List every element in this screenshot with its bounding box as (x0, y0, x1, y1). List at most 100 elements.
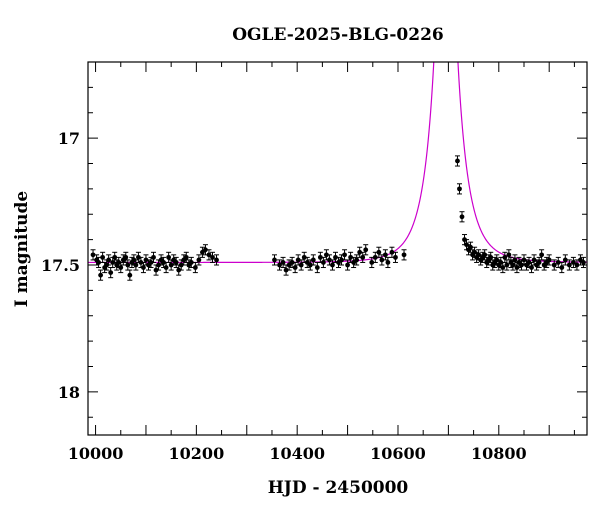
point-marker (330, 262, 335, 268)
axes: 10000 10200 10400 10600 10800 17 17.5 18 (41, 61, 588, 463)
point-marker (369, 260, 375, 265)
point-marker (96, 260, 101, 265)
data-point (178, 259, 184, 271)
point-marker (112, 254, 118, 260)
point-marker (570, 260, 576, 265)
data-point (133, 259, 139, 271)
data-point (148, 256, 154, 269)
data-point (376, 246, 382, 258)
point-marker (459, 214, 465, 220)
point-marker (272, 257, 277, 263)
point-marker (581, 260, 586, 265)
data-point (329, 259, 335, 271)
data-point (298, 259, 304, 271)
point-marker (327, 257, 332, 263)
point-marker (519, 262, 524, 268)
point-marker (125, 262, 131, 268)
data-point (456, 183, 462, 195)
point-marker (307, 262, 313, 268)
data-point (512, 254, 518, 266)
data-point (342, 249, 348, 261)
data-point (140, 261, 146, 274)
point-marker (401, 252, 407, 258)
data-point (166, 251, 172, 263)
point-marker (143, 257, 149, 263)
point-marker (529, 265, 534, 270)
point-marker (482, 252, 488, 258)
data-point (574, 259, 580, 271)
data-point (283, 264, 289, 276)
point-marker (196, 257, 202, 263)
data-point (310, 254, 316, 266)
point-marker (320, 260, 326, 265)
point-marker (536, 260, 542, 265)
point-marker (127, 272, 133, 278)
point-marker (214, 257, 219, 263)
point-marker (457, 186, 462, 192)
point-marker (168, 262, 174, 268)
data-point (541, 259, 547, 271)
point-marker (393, 254, 398, 260)
point-marker (488, 254, 494, 260)
data-point (518, 259, 524, 271)
point-marker (555, 260, 561, 265)
data-point (454, 155, 460, 167)
point-marker (526, 260, 532, 265)
model-curve (88, 62, 587, 264)
point-marker (98, 272, 104, 278)
data-point (546, 254, 552, 266)
point-marker (333, 254, 338, 260)
data-point (392, 251, 398, 263)
point-marker (108, 270, 114, 276)
point-marker (385, 260, 391, 265)
data-point (529, 261, 535, 274)
point-marker (502, 254, 508, 260)
data-point (459, 211, 465, 223)
point-marker (345, 262, 350, 268)
data-point (354, 254, 360, 266)
point-marker (455, 158, 460, 164)
point-marker (379, 257, 385, 263)
y-tick-label: 18 (58, 383, 80, 402)
point-marker (324, 252, 329, 258)
point-marker (342, 252, 347, 258)
point-marker (133, 262, 139, 268)
plot-area (88, 62, 587, 281)
data-point (551, 259, 557, 271)
data-point (161, 256, 167, 269)
data-point (401, 249, 407, 261)
data-point (482, 249, 488, 261)
point-marker (289, 260, 295, 265)
point-marker (363, 247, 369, 253)
x-tick-label: 10400 (269, 444, 325, 463)
data-point (295, 254, 301, 266)
point-marker (148, 260, 154, 265)
point-marker (295, 257, 301, 263)
data-point (539, 249, 545, 261)
point-marker (298, 262, 304, 268)
point-marker (206, 252, 212, 258)
data-point (271, 254, 277, 266)
x-tick-label: 10200 (169, 444, 225, 463)
data-point (192, 261, 198, 274)
point-marker (118, 265, 124, 270)
point-marker (512, 257, 518, 263)
point-marker (500, 265, 506, 270)
point-marker (192, 265, 198, 270)
data-point (336, 256, 342, 269)
point-marker (376, 249, 382, 255)
x-tick-label: 10800 (471, 444, 527, 463)
data-point (357, 246, 363, 258)
data-point (96, 256, 102, 269)
point-marker (173, 260, 179, 265)
point-marker (539, 252, 545, 258)
data-point (98, 269, 104, 281)
point-marker (389, 249, 395, 255)
point-marker (188, 260, 194, 265)
data-point (135, 251, 141, 263)
data-point (363, 244, 369, 256)
point-marker (506, 252, 512, 258)
x-axis-label: HJD - 2450000 (268, 478, 409, 498)
plot-frame (87, 61, 588, 436)
point-marker (566, 262, 572, 268)
